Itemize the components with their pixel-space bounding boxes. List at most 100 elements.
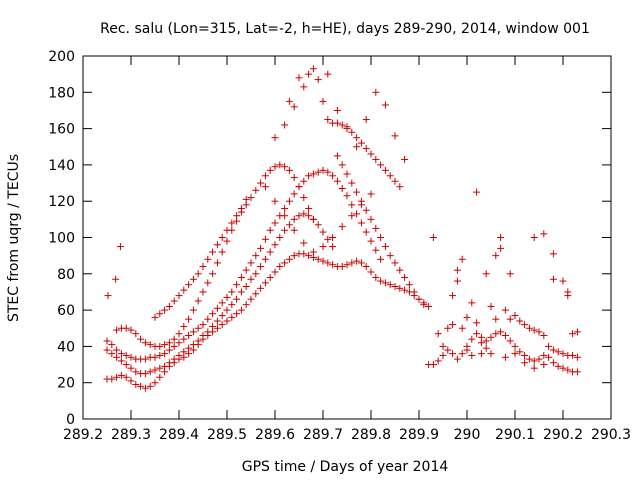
data-point <box>161 350 169 358</box>
chart-title: Rec. salu (Lon=315, Lat=-2, h=HE), days … <box>100 21 590 37</box>
x-tick-label: 290.2 <box>543 427 583 443</box>
data-point <box>329 172 337 180</box>
data-point <box>161 368 169 376</box>
data-point <box>314 168 322 176</box>
data-point <box>573 328 581 336</box>
data-point <box>185 315 193 323</box>
x-tick-label: 289.3 <box>111 427 151 443</box>
data-point <box>506 270 514 278</box>
data-point <box>482 344 490 352</box>
data-point <box>305 172 313 180</box>
data-point <box>497 328 505 336</box>
data-point <box>290 215 298 223</box>
data-point <box>247 259 255 267</box>
data-point <box>324 70 332 78</box>
data-point <box>141 384 149 392</box>
data-point <box>305 252 313 260</box>
data-point <box>511 342 519 350</box>
data-point <box>199 288 207 296</box>
data-point <box>151 313 159 321</box>
data-point <box>559 277 567 285</box>
data-point <box>271 219 279 227</box>
data-point <box>391 259 399 267</box>
data-point <box>439 351 447 359</box>
data-point <box>161 341 169 349</box>
data-point <box>372 273 380 281</box>
data-point <box>300 239 308 247</box>
data-point <box>290 252 298 260</box>
data-point <box>209 328 217 336</box>
x-tick-label: 289.6 <box>255 427 295 443</box>
data-point <box>492 330 500 338</box>
data-point <box>170 342 178 350</box>
data-point <box>204 315 212 323</box>
data-point <box>285 97 293 105</box>
data-point <box>300 194 308 202</box>
data-point <box>429 361 437 369</box>
data-point <box>252 290 260 298</box>
data-point <box>103 337 111 345</box>
data-point <box>444 346 452 354</box>
x-tick-label: 290.3 <box>591 427 631 443</box>
data-point <box>487 302 495 310</box>
data-point <box>247 194 255 202</box>
data-point <box>525 355 533 363</box>
data-point <box>405 281 413 289</box>
data-point <box>540 332 548 340</box>
data-point <box>290 174 298 182</box>
data-point <box>497 234 505 241</box>
data-point <box>391 177 399 185</box>
data-point <box>377 161 385 169</box>
data-point <box>573 368 581 376</box>
data-point <box>324 235 332 243</box>
data-points <box>103 65 581 392</box>
data-point <box>117 357 125 365</box>
data-point <box>180 322 188 330</box>
data-point <box>516 317 524 325</box>
data-point <box>463 346 471 354</box>
x-tick-label: 290.1 <box>495 427 535 443</box>
data-point <box>309 215 317 223</box>
data-point <box>453 277 461 285</box>
data-point <box>170 335 178 343</box>
data-point <box>223 237 231 245</box>
data-point <box>501 353 509 361</box>
data-point <box>223 226 231 234</box>
data-point <box>319 97 327 105</box>
data-point <box>449 292 457 300</box>
data-point <box>218 321 226 329</box>
data-point <box>156 342 164 350</box>
data-point <box>521 359 529 367</box>
y-tick-label: 40 <box>57 339 75 355</box>
data-point <box>122 351 130 359</box>
data-point <box>391 283 399 291</box>
y-tick-label: 100 <box>48 231 75 247</box>
data-point <box>290 226 298 234</box>
data-point <box>319 228 327 236</box>
data-point <box>189 328 197 336</box>
data-point <box>213 259 221 267</box>
data-point <box>458 255 466 263</box>
data-point <box>257 179 265 187</box>
data-point <box>290 103 298 111</box>
data-point <box>112 275 120 283</box>
data-point <box>252 270 260 278</box>
data-point <box>549 250 557 258</box>
data-point <box>333 119 341 127</box>
data-point <box>319 257 327 265</box>
data-point <box>261 235 269 243</box>
data-point <box>175 292 183 300</box>
data-point <box>122 373 130 381</box>
data-point <box>545 353 553 361</box>
data-point <box>458 324 466 332</box>
data-point <box>209 310 217 318</box>
data-point <box>372 88 380 96</box>
data-point <box>343 125 351 133</box>
data-point <box>281 226 289 234</box>
data-point <box>386 172 394 180</box>
data-point <box>156 310 164 318</box>
data-point <box>132 330 140 338</box>
data-point <box>357 219 365 227</box>
data-point <box>401 273 409 281</box>
data-point <box>209 270 217 278</box>
